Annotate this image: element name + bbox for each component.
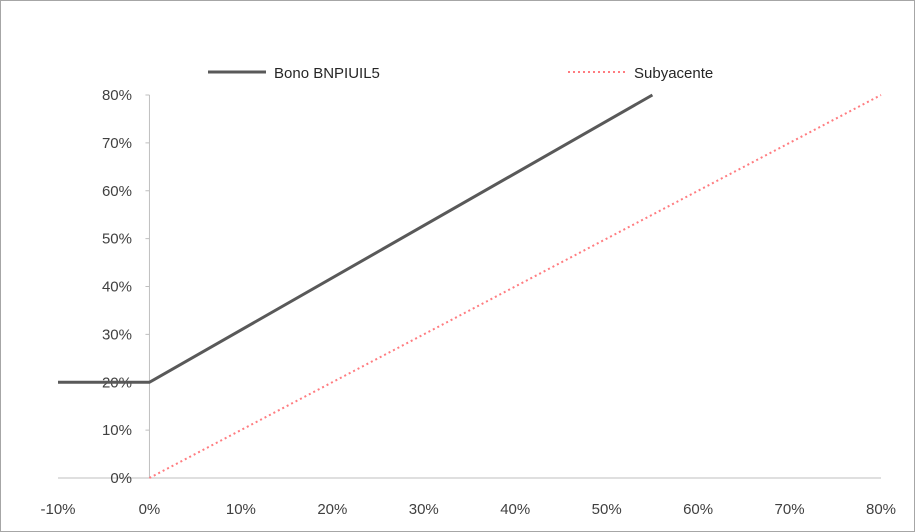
y-tick-label: 70% [102,135,132,152]
legend: Bono BNPIUIL5 Subyacente [208,65,713,82]
x-tick-label: -10% [40,501,75,518]
series-line-bono [58,93,654,384]
series-line-subyacente [148,94,882,479]
y-tick-label: 60% [102,183,132,200]
x-tick-label: 50% [592,501,622,518]
x-tick-label: 40% [500,501,530,518]
y-tick-label: 10% [102,422,132,439]
y-tick-label: 40% [102,279,132,296]
x-tick-label: 10% [226,501,256,518]
y-tick-label: 0% [110,470,132,487]
x-tick-labels: -10% 0% 10% 20% 30% 40% 50% 60% 70% 80% [40,501,896,518]
x-tick-label: 70% [775,501,805,518]
axes [58,94,881,479]
x-tick-label: 0% [139,501,161,518]
x-tick-label: 80% [866,501,896,518]
y-tick-label: 50% [102,231,132,248]
y-tick-labels: 0%10%20%30%40%50%60%70%80% [102,87,132,487]
x-tick-label: 20% [317,501,347,518]
series-lines [58,93,882,479]
legend-label-subyacente: Subyacente [634,65,713,82]
y-tick-label: 30% [102,326,132,343]
y-tick-label: 80% [102,87,132,104]
x-tick-label: 60% [683,501,713,518]
x-tick-label: 30% [409,501,439,518]
legend-label-bono: Bono BNPIUIL5 [274,65,380,82]
